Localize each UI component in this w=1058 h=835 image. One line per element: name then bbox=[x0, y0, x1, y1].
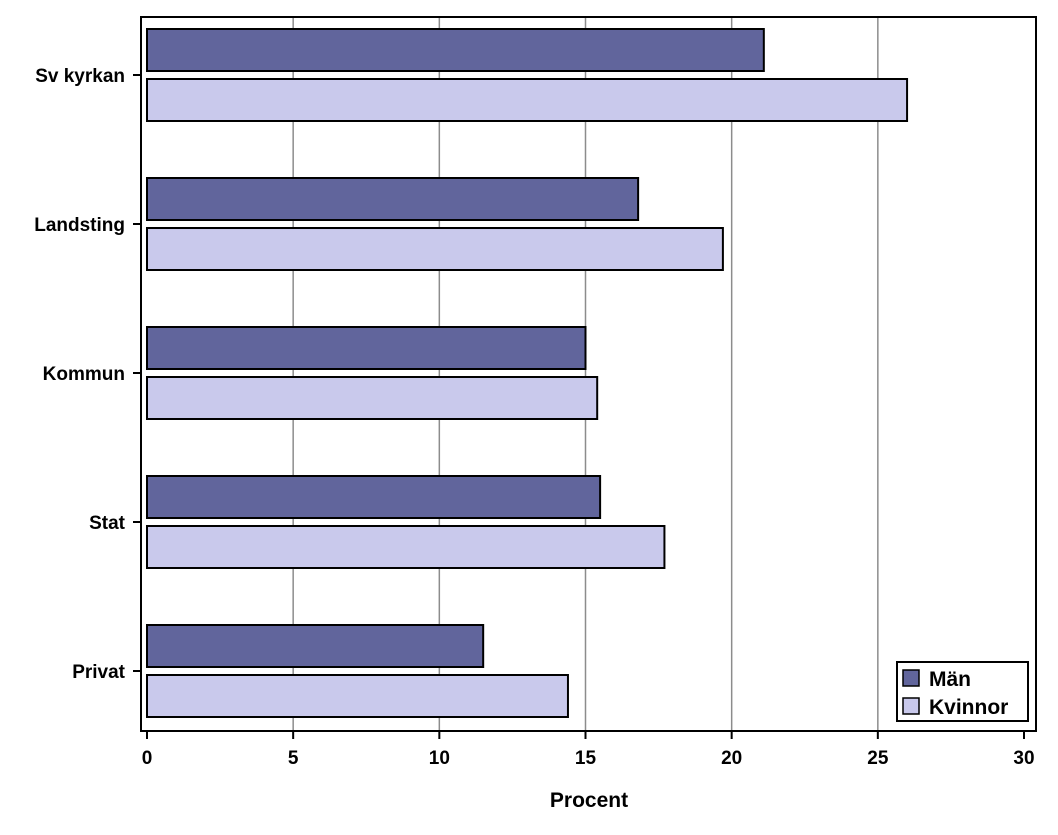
bar-stat-kvinnor bbox=[146, 525, 666, 569]
legend-swatch-kvinnor bbox=[902, 697, 920, 715]
plot-frame bbox=[140, 16, 1037, 732]
bar-kommun-kvinnor bbox=[146, 376, 599, 420]
legend-label-man: Män bbox=[929, 668, 971, 691]
y-tick-label-kommun: Kommun bbox=[43, 364, 125, 385]
y-tick-label-landsting: Landsting bbox=[34, 215, 125, 236]
bar-stat-man bbox=[146, 475, 602, 519]
x-tick-label-25: 25 bbox=[867, 748, 889, 769]
gridlines bbox=[292, 17, 879, 731]
legend-label-kvinnor: Kvinnor bbox=[929, 696, 1008, 719]
bars bbox=[146, 28, 909, 718]
bar-privat-kvinnor bbox=[146, 674, 569, 718]
bar-sv-kyrkan-man bbox=[146, 28, 765, 72]
x-tick-label-30: 30 bbox=[1013, 748, 1034, 769]
bar-sv-kyrkan-kvinnor bbox=[146, 78, 909, 122]
x-tick-label-0: 0 bbox=[142, 748, 153, 769]
x-tick-label-5: 5 bbox=[288, 748, 299, 769]
legend-swatch-man bbox=[902, 669, 920, 687]
x-tick-label-20: 20 bbox=[721, 748, 742, 769]
x-tick-label-15: 15 bbox=[575, 748, 597, 769]
bar-landsting-man bbox=[146, 177, 640, 221]
y-tick-label-sv-kyrkan: Sv kyrkan bbox=[35, 66, 125, 87]
bar-privat-man bbox=[146, 624, 485, 668]
y-tick-label-stat: Stat bbox=[89, 513, 126, 534]
legend: Män Kvinnor bbox=[896, 661, 1029, 722]
bar-landsting-kvinnor bbox=[146, 227, 724, 271]
axis-ticks: 0 5 10 15 20 25 30 Sv kyrkan Landsting Kommun Stat… bbox=[34, 66, 1034, 769]
bar-kommun-man bbox=[146, 326, 587, 370]
x-tick-label-10: 10 bbox=[429, 748, 450, 769]
y-tick-label-privat: Privat bbox=[72, 662, 125, 683]
x-axis-title: Procent bbox=[550, 789, 628, 812]
